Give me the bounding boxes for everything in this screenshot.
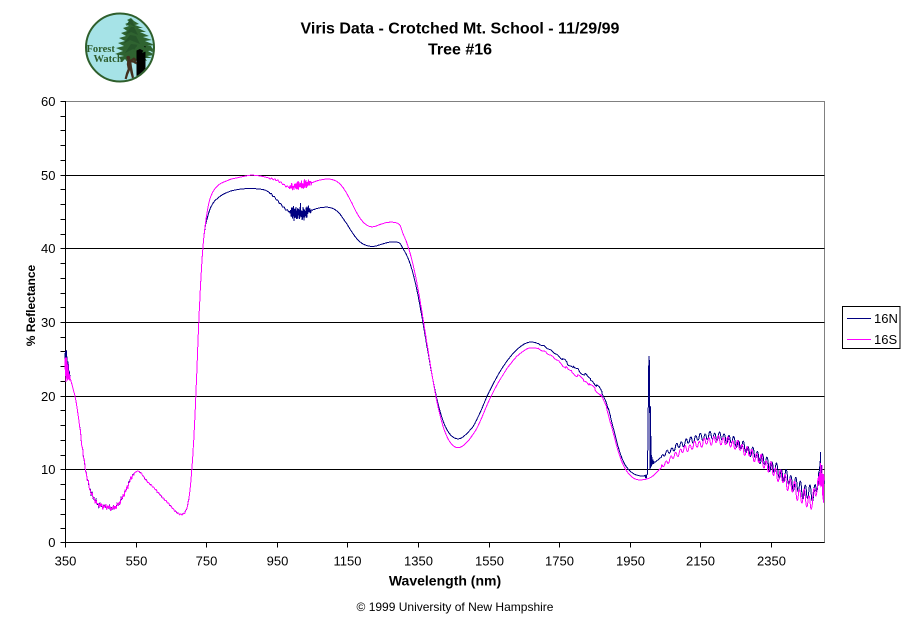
svg-text:% Reflectance: % Reflectance <box>24 264 38 346</box>
svg-text:16N: 16N <box>874 311 898 326</box>
svg-text:350: 350 <box>55 554 77 569</box>
svg-text:1150: 1150 <box>334 554 362 569</box>
svg-text:10: 10 <box>41 462 55 477</box>
svg-text:Watch: Watch <box>94 54 123 65</box>
svg-text:Wavelength (nm): Wavelength (nm) <box>389 573 501 589</box>
svg-text:60: 60 <box>41 94 55 109</box>
svg-text:0: 0 <box>48 535 55 550</box>
svg-text:20: 20 <box>41 389 55 404</box>
svg-text:Viris Data - Crotched Mt. Scho: Viris Data - Crotched Mt. School - 11/29… <box>301 21 620 38</box>
svg-text:40: 40 <box>41 241 55 256</box>
svg-text:16S: 16S <box>874 332 897 347</box>
svg-text:Tree #16: Tree #16 <box>428 42 492 59</box>
svg-text:2150: 2150 <box>686 554 715 569</box>
svg-text:1750: 1750 <box>545 554 574 569</box>
svg-text:© 1999 University of New Hamps: © 1999 University of New Hampshire <box>357 600 554 614</box>
svg-text:750: 750 <box>196 554 218 569</box>
svg-text:950: 950 <box>267 554 289 569</box>
svg-text:1350: 1350 <box>404 554 433 569</box>
svg-text:1950: 1950 <box>616 554 645 569</box>
svg-text:1550: 1550 <box>475 554 504 569</box>
svg-text:30: 30 <box>41 315 55 330</box>
svg-text:550: 550 <box>126 554 148 569</box>
svg-text:2350: 2350 <box>757 554 786 569</box>
svg-text:50: 50 <box>41 168 55 183</box>
svg-text:Forest: Forest <box>87 44 116 55</box>
